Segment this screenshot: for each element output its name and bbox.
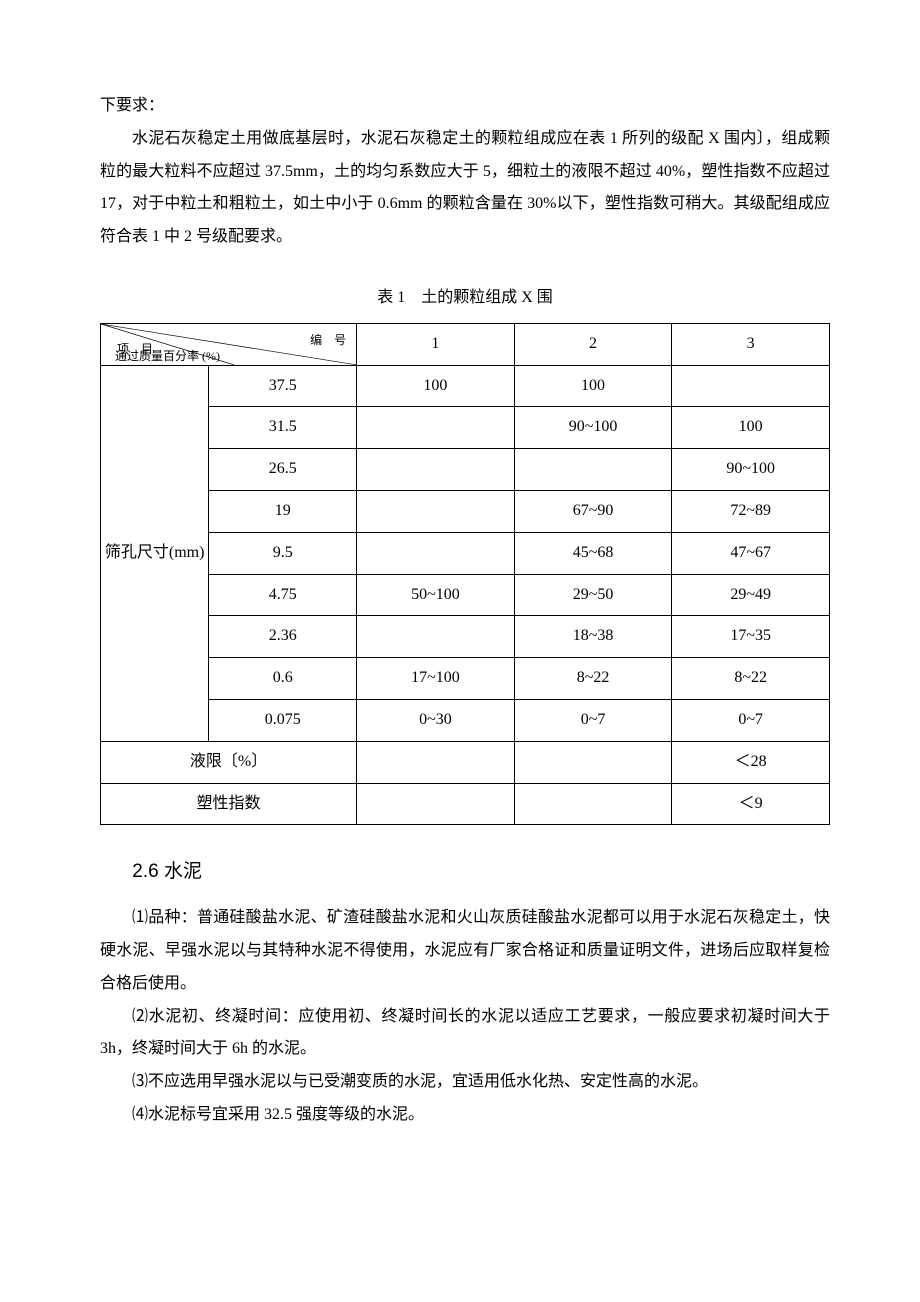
sieve-size: 19	[209, 490, 357, 532]
cell	[514, 783, 672, 825]
cell	[357, 449, 515, 491]
cell: 100	[357, 365, 515, 407]
table-row: 2.36 18~38 17~35	[101, 616, 830, 658]
cell: 67~90	[514, 490, 672, 532]
cell: 0~7	[672, 699, 830, 741]
header-column-group-label: 编 号	[310, 328, 346, 353]
cell	[514, 449, 672, 491]
section-2-6-item-2: ⑵水泥初、终凝时间：应使用初、终凝时间长的水泥以适应工艺要求，一般应要求初凝时间…	[100, 1001, 830, 1067]
table-row-liquid-limit: 液限〔%〕 ＜28	[101, 741, 830, 783]
sieve-size: 9.5	[209, 532, 357, 574]
section-2-6-heading: 2.6 水泥	[100, 853, 830, 892]
document-page: 下要求： 水泥石灰稳定土用做底基层时，水泥石灰稳定土的颗粒组成应在表 1 所列的…	[0, 0, 920, 1192]
cell: ＜9	[672, 783, 830, 825]
cell: 0~30	[357, 699, 515, 741]
cell: 100	[672, 407, 830, 449]
plasticity-label: 塑性指数	[101, 783, 357, 825]
section-2-6-item-1: ⑴品种：普通硅酸盐水泥、矿渣硅酸盐水泥和火山灰质硅酸盐水泥都可以用于水泥石灰稳定…	[100, 902, 830, 1000]
table-row: 26.5 90~100	[101, 449, 830, 491]
table-row: 19 67~90 72~89	[101, 490, 830, 532]
sieve-size: 31.5	[209, 407, 357, 449]
paragraph-intro: 水泥石灰稳定土用做底基层时，水泥石灰稳定土的颗粒组成应在表 1 所列的级配 X …	[100, 123, 830, 254]
cell	[672, 365, 830, 407]
cell	[357, 490, 515, 532]
cell	[357, 407, 515, 449]
table-1-caption: 表 1 土的颗粒组成 X 围	[100, 282, 830, 315]
header-item-label: 项 目	[117, 337, 153, 362]
paragraph-continuation: 下要求：	[100, 90, 830, 123]
cell: 90~100	[514, 407, 672, 449]
table-row: 9.5 45~68 47~67	[101, 532, 830, 574]
cell: 100	[514, 365, 672, 407]
liquid-limit-label: 液限〔%〕	[101, 741, 357, 783]
table-row: 0.6 17~100 8~22 8~22	[101, 658, 830, 700]
cell: 17~100	[357, 658, 515, 700]
table-row: 0.075 0~30 0~7 0~7	[101, 699, 830, 741]
cell	[357, 532, 515, 574]
cell	[357, 616, 515, 658]
header-col-3: 3	[672, 323, 830, 365]
table-1: 编 号 通过质量百分率 (%) 项 目 1 2 3 筛孔尺寸(mm) 37.5 …	[100, 323, 830, 826]
cell	[514, 741, 672, 783]
cell: 0~7	[514, 699, 672, 741]
cell	[357, 783, 515, 825]
cell: 17~35	[672, 616, 830, 658]
table-row-plasticity: 塑性指数 ＜9	[101, 783, 830, 825]
sieve-size-label: 筛孔尺寸(mm)	[101, 365, 209, 741]
section-2-6-item-4: ⑷水泥标号宜采用 32.5 强度等级的水泥。	[100, 1099, 830, 1132]
cell: 29~50	[514, 574, 672, 616]
cell: 47~67	[672, 532, 830, 574]
sieve-size: 26.5	[209, 449, 357, 491]
sieve-size: 2.36	[209, 616, 357, 658]
table-header-row: 编 号 通过质量百分率 (%) 项 目 1 2 3	[101, 323, 830, 365]
table-row: 4.75 50~100 29~50 29~49	[101, 574, 830, 616]
cell: 8~22	[514, 658, 672, 700]
cell	[357, 741, 515, 783]
cell: 45~68	[514, 532, 672, 574]
sieve-size: 0.6	[209, 658, 357, 700]
sieve-size: 37.5	[209, 365, 357, 407]
cell: ＜28	[672, 741, 830, 783]
section-2-6-item-3: ⑶不应选用早强水泥以与已受潮变质的水泥，宜适用低水化热、安定性高的水泥。	[100, 1066, 830, 1099]
table-diagonal-header: 编 号 通过质量百分率 (%) 项 目	[101, 323, 357, 365]
table-row: 31.5 90~100 100	[101, 407, 830, 449]
header-col-2: 2	[514, 323, 672, 365]
cell: 50~100	[357, 574, 515, 616]
sieve-size: 0.075	[209, 699, 357, 741]
cell: 8~22	[672, 658, 830, 700]
header-col-1: 1	[357, 323, 515, 365]
sieve-size: 4.75	[209, 574, 357, 616]
cell: 29~49	[672, 574, 830, 616]
cell: 18~38	[514, 616, 672, 658]
table-row: 筛孔尺寸(mm) 37.5 100 100	[101, 365, 830, 407]
cell: 90~100	[672, 449, 830, 491]
cell: 72~89	[672, 490, 830, 532]
